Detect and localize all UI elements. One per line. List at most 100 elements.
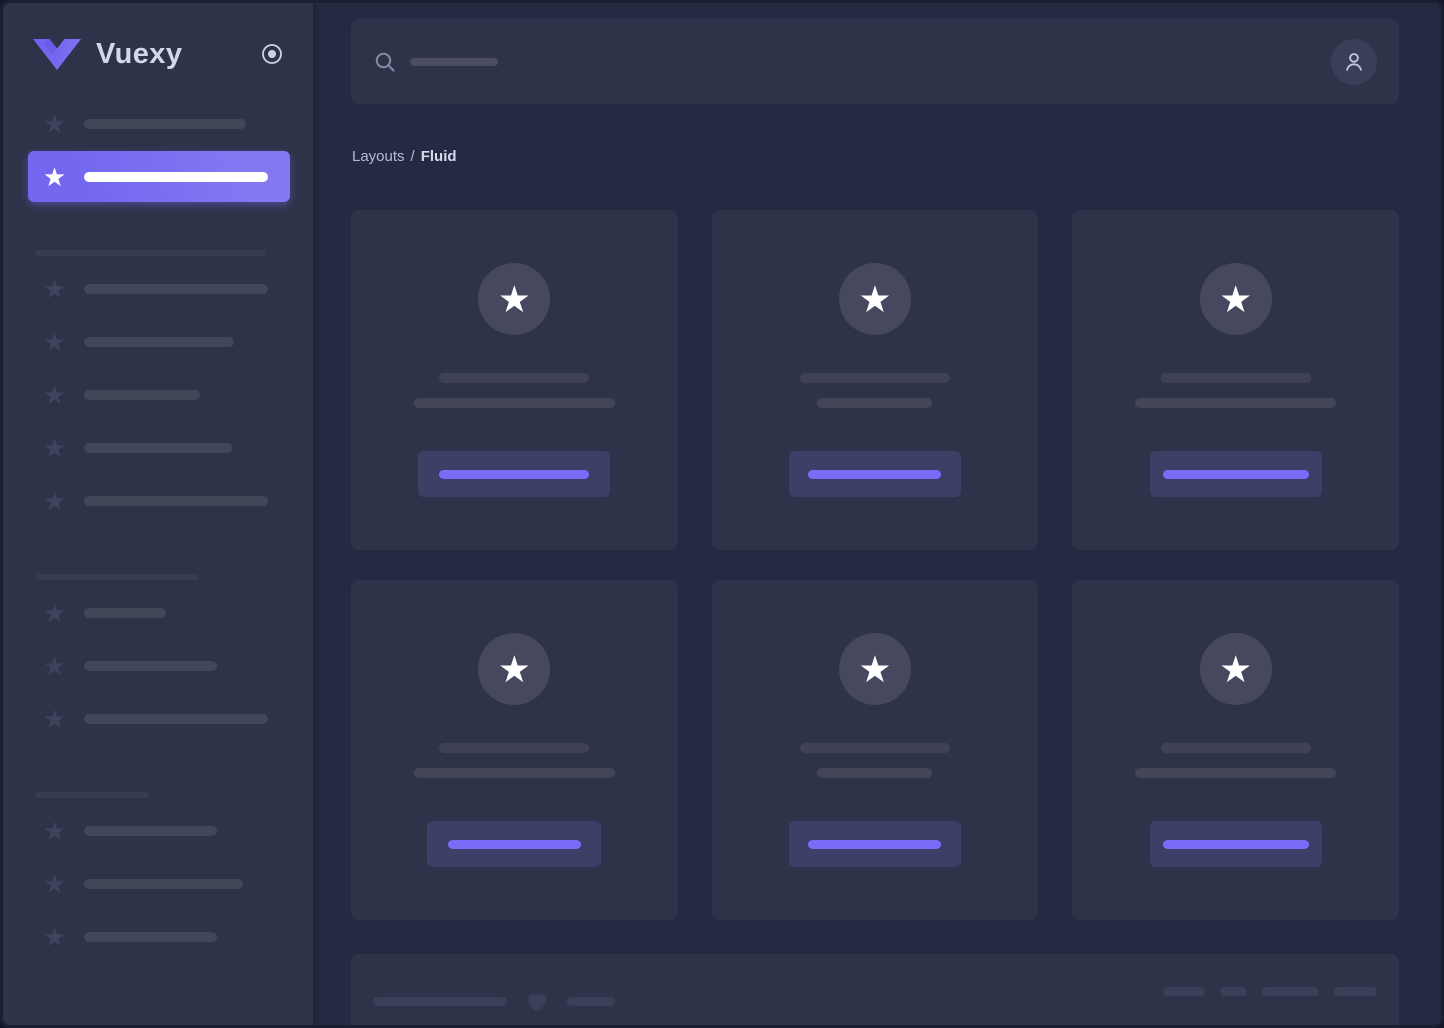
sidebar-item-content: ★ xyxy=(3,421,313,474)
card-avatar-circle: ★ xyxy=(1199,263,1272,335)
menu-pin-radio-icon[interactable] xyxy=(260,42,284,66)
footer-link-placeholder[interactable] xyxy=(1163,987,1205,996)
sidebar-item[interactable]: ★ xyxy=(3,315,313,368)
sidebar: Vuexy ★ ★ ★ ★ ★ ★ ★ ★ ★ ★ ★ ★ ★ xyxy=(3,3,313,1025)
star-icon: ★ xyxy=(42,326,67,357)
footer-left xyxy=(373,987,615,1015)
card-avatar-circle: ★ xyxy=(478,633,551,705)
card-action-button[interactable] xyxy=(427,821,602,867)
nav-section-divider xyxy=(36,574,199,580)
breadcrumb-separator: / xyxy=(410,148,415,165)
nav-label-placeholder xyxy=(84,442,232,453)
sidebar-nav: ★ ★ ★ ★ ★ ★ ★ ★ ★ ★ ★ ★ ★ xyxy=(3,97,313,963)
sidebar-item-content: ★ xyxy=(3,97,313,150)
feature-card: ★ xyxy=(351,580,678,920)
sidebar-item[interactable]: ★ xyxy=(3,910,313,963)
nav-label-placeholder xyxy=(84,389,200,400)
card-subtitle-placeholder xyxy=(1135,398,1337,408)
sidebar-item[interactable]: ★ xyxy=(3,804,313,857)
star-icon: ★ xyxy=(42,815,67,846)
card-subtitle-placeholder xyxy=(413,768,615,778)
footer-link-placeholder[interactable] xyxy=(1262,987,1319,996)
star-icon: ★ xyxy=(497,648,531,690)
sidebar-item-content: ★ xyxy=(3,474,313,527)
sidebar-item-content: ★ xyxy=(3,692,313,745)
card-subtitle-placeholder xyxy=(817,768,933,778)
star-icon: ★ xyxy=(858,648,892,690)
sidebar-item-active[interactable]: ★ xyxy=(3,150,313,203)
card-action-button[interactable] xyxy=(788,451,961,497)
star-icon: ★ xyxy=(497,278,531,320)
breadcrumb-current: Fluid xyxy=(420,148,457,165)
sidebar-item[interactable]: ★ xyxy=(3,474,313,527)
button-label-placeholder xyxy=(447,839,581,849)
sidebar-item[interactable]: ★ xyxy=(3,262,313,315)
sidebar-item[interactable]: ★ xyxy=(3,586,313,639)
star-icon: ★ xyxy=(1219,648,1253,690)
card-avatar-circle: ★ xyxy=(1199,633,1272,705)
user-avatar[interactable] xyxy=(1331,38,1377,85)
card-action-button[interactable] xyxy=(788,821,961,867)
nav-label-placeholder xyxy=(84,660,217,671)
nav-label-placeholder xyxy=(84,825,217,836)
footer-links xyxy=(1148,987,1377,996)
card-title-placeholder xyxy=(439,373,590,383)
nav-section-divider xyxy=(36,250,266,256)
footer-text-placeholder xyxy=(373,996,507,1006)
star-icon: ★ xyxy=(42,868,67,899)
footer-link-placeholder[interactable] xyxy=(1334,987,1377,996)
star-icon: ★ xyxy=(858,278,892,320)
brand-title: Vuexy xyxy=(96,37,183,70)
nav-label-placeholder xyxy=(84,118,246,129)
card-title-placeholder xyxy=(1160,743,1311,753)
search-placeholder-bar xyxy=(410,57,498,66)
breadcrumb-section[interactable]: Layouts xyxy=(352,148,405,165)
star-icon: ★ xyxy=(42,161,67,192)
card-action-button[interactable] xyxy=(1149,821,1322,867)
footer-link-placeholder[interactable] xyxy=(1220,987,1247,996)
sidebar-item[interactable]: ★ xyxy=(3,639,313,692)
nav-section-divider xyxy=(36,792,148,798)
feature-card: ★ xyxy=(711,210,1039,550)
person-icon xyxy=(1346,52,1362,71)
footer-text-placeholder xyxy=(567,996,615,1006)
nav-label-placeholder xyxy=(84,878,243,889)
sidebar-item-content: ★ xyxy=(3,857,313,910)
star-icon: ★ xyxy=(42,273,67,304)
button-label-placeholder xyxy=(808,839,942,849)
card-title-placeholder xyxy=(1160,373,1311,383)
card-subtitle-placeholder xyxy=(817,398,933,408)
cards-grid: ★ ★ ★ ★ ★ ★ xyxy=(351,210,1399,920)
sidebar-header: Vuexy xyxy=(3,3,313,97)
card-title-placeholder xyxy=(439,743,590,753)
sidebar-item-content: ★ xyxy=(3,262,313,315)
sidebar-item[interactable]: ★ xyxy=(3,97,313,150)
star-icon: ★ xyxy=(1219,278,1253,320)
sidebar-item[interactable]: ★ xyxy=(3,368,313,421)
star-icon: ★ xyxy=(42,432,67,463)
sidebar-item-content: ★ xyxy=(3,910,313,963)
card-action-button[interactable] xyxy=(1149,451,1322,497)
card-action-button[interactable] xyxy=(418,451,611,497)
button-label-placeholder xyxy=(1162,839,1309,849)
star-icon: ★ xyxy=(42,703,67,734)
star-icon: ★ xyxy=(42,597,67,628)
footer-card xyxy=(351,954,1399,1025)
button-label-placeholder xyxy=(439,469,590,479)
sidebar-item[interactable]: ★ xyxy=(3,421,313,474)
button-label-placeholder xyxy=(1162,469,1309,479)
card-title-placeholder xyxy=(799,743,950,753)
nav-label-placeholder xyxy=(84,171,268,182)
feature-card: ★ xyxy=(351,210,678,550)
sidebar-item[interactable]: ★ xyxy=(3,692,313,745)
feature-card: ★ xyxy=(711,580,1039,920)
nav-label-placeholder xyxy=(84,283,268,294)
nav-label-placeholder xyxy=(84,607,166,618)
feature-card: ★ xyxy=(1072,580,1399,920)
star-icon: ★ xyxy=(42,108,67,139)
card-subtitle-placeholder xyxy=(413,398,615,408)
nav-label-placeholder xyxy=(84,495,268,506)
sidebar-item[interactable]: ★ xyxy=(3,857,313,910)
search-icon[interactable] xyxy=(373,50,397,74)
